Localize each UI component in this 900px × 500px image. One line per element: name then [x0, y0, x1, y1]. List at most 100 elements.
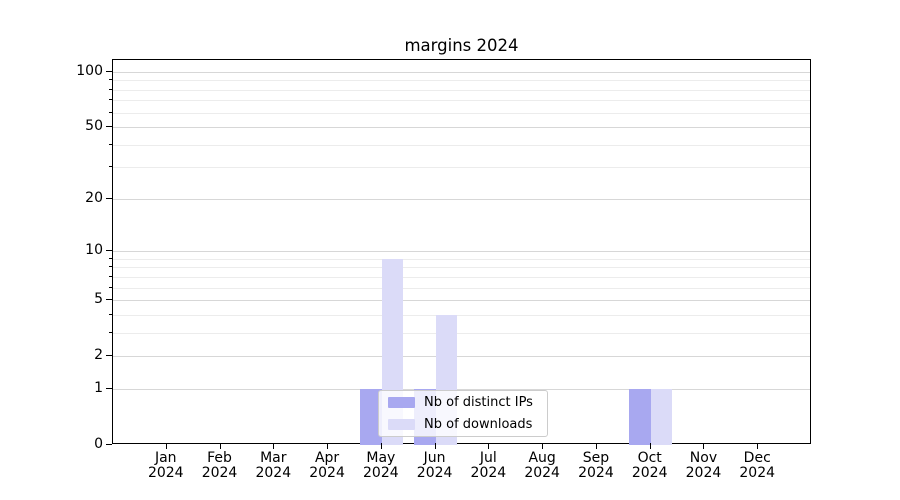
x-tick-label: Nov 2024 — [673, 451, 733, 481]
x-tick-label: Jun 2024 — [405, 451, 465, 481]
gridline-major — [113, 388, 810, 390]
y-tick-mark — [106, 126, 112, 127]
x-tick-mark — [757, 443, 759, 449]
y-minor-tick-mark — [109, 89, 112, 90]
x-tick-year: 2024 — [147, 465, 184, 481]
x-tick-month: Jul — [479, 450, 497, 466]
legend-label: Nb of downloads — [424, 417, 533, 432]
gridline-minor — [113, 100, 810, 102]
y-tick-mark — [106, 388, 112, 389]
x-tick-label: Oct 2024 — [620, 451, 680, 481]
x-tick-month: Aug — [528, 450, 556, 466]
chart-title: margins 2024 — [404, 36, 519, 55]
gridline-minor — [113, 258, 810, 260]
x-tick-year: 2024 — [524, 465, 560, 481]
y-minor-tick-mark — [109, 258, 112, 259]
x-tick-year: 2024 — [685, 465, 722, 481]
gridline-major — [113, 300, 810, 302]
x-tick-year: 2024 — [255, 465, 292, 481]
x-tick-year: 2024 — [201, 465, 238, 481]
y-tick-label: 1 — [94, 379, 103, 396]
x-tick-mark — [380, 443, 382, 449]
y-tick-mark — [106, 198, 112, 199]
y-minor-tick-mark — [109, 144, 112, 145]
gridline-major — [113, 356, 810, 358]
legend-item-nb-of-downloads: Nb of downloads — [388, 417, 538, 432]
gridline-major — [113, 251, 810, 253]
gridline-minor — [113, 314, 810, 316]
x-tick-label: Apr 2024 — [297, 451, 357, 481]
gridline-minor — [113, 287, 810, 289]
x-tick-year: 2024 — [363, 465, 399, 481]
x-tick-label: Jul 2024 — [458, 451, 518, 481]
x-tick-label: Dec 2024 — [727, 451, 787, 481]
x-tick-mark — [327, 443, 329, 449]
bar-nb-of-distinct-ips-oct — [629, 388, 651, 445]
x-tick-year: 2024 — [578, 465, 614, 481]
x-tick-month: Sep — [582, 450, 610, 466]
x-tick-mark — [434, 443, 436, 449]
y-tick-label: 2 — [94, 347, 103, 364]
y-minor-tick-mark — [109, 266, 112, 267]
gridline-minor — [113, 112, 810, 114]
y-tick-label: 20 — [85, 189, 103, 206]
x-tick-month: Jan — [154, 450, 177, 466]
x-tick-mark — [542, 443, 544, 449]
x-tick-label: Feb 2024 — [190, 451, 250, 481]
x-tick-mark — [649, 443, 651, 449]
y-minor-tick-mark — [109, 99, 112, 100]
y-tick-mark — [106, 444, 112, 445]
gridline-minor — [113, 276, 810, 278]
gridline-minor — [113, 144, 810, 146]
x-tick-mark — [595, 443, 597, 449]
x-tick-label: Jan 2024 — [136, 451, 196, 481]
x-tick-mark — [165, 443, 167, 449]
bar-nb-of-downloads-oct — [650, 388, 673, 445]
y-tick-mark — [106, 250, 112, 251]
x-tick-year: 2024 — [416, 465, 453, 481]
y-tick-mark — [106, 355, 112, 356]
y-minor-tick-mark — [109, 79, 112, 80]
x-tick-year: 2024 — [739, 465, 776, 481]
x-tick-label: Aug 2024 — [512, 451, 572, 481]
x-tick-year: 2024 — [631, 465, 668, 481]
gridline-minor — [113, 332, 810, 334]
y-minor-tick-mark — [109, 314, 112, 315]
x-tick-year: 2024 — [309, 465, 345, 481]
x-tick-year: 2024 — [470, 465, 507, 481]
x-tick-label: May 2024 — [351, 451, 411, 481]
gridline-minor — [113, 80, 810, 82]
y-minor-tick-mark — [109, 112, 112, 113]
plot-area — [112, 59, 811, 445]
x-tick-month: Nov — [689, 450, 718, 466]
gridline-major — [113, 198, 810, 200]
x-tick-month: May — [366, 450, 396, 466]
y-minor-tick-mark — [109, 276, 112, 277]
y-tick-label: 10 — [85, 242, 103, 259]
gridline-major — [113, 71, 810, 73]
gridline-minor — [113, 89, 810, 91]
x-tick-mark — [703, 443, 705, 449]
x-tick-label: Sep 2024 — [566, 451, 626, 481]
y-tick-mark — [106, 299, 112, 300]
x-tick-month: Apr — [314, 450, 340, 466]
x-tick-month: Mar — [260, 450, 287, 466]
y-tick-label: 50 — [85, 118, 103, 135]
x-tick-mark — [273, 443, 275, 449]
legend-label: Nb of distinct IPs — [424, 395, 533, 410]
y-tick-label: 5 — [94, 291, 103, 308]
legend: Nb of distinct IPs Nb of downloads — [378, 390, 548, 437]
x-tick-mark — [488, 443, 490, 449]
x-tick-label: Mar 2024 — [243, 451, 303, 481]
x-tick-mark — [219, 443, 221, 449]
x-tick-month: Dec — [743, 450, 771, 466]
y-tick-mark — [106, 71, 112, 72]
bar-nb-of-distinct-ips-may — [360, 388, 382, 445]
y-tick-label: 0 — [94, 436, 103, 452]
legend-item-nb-of-distinct-ips: Nb of distinct IPs — [388, 395, 538, 410]
gridline-minor — [113, 167, 810, 169]
x-tick-month: Jun — [423, 450, 446, 466]
y-minor-tick-mark — [109, 332, 112, 333]
x-tick-month: Oct — [637, 450, 662, 466]
